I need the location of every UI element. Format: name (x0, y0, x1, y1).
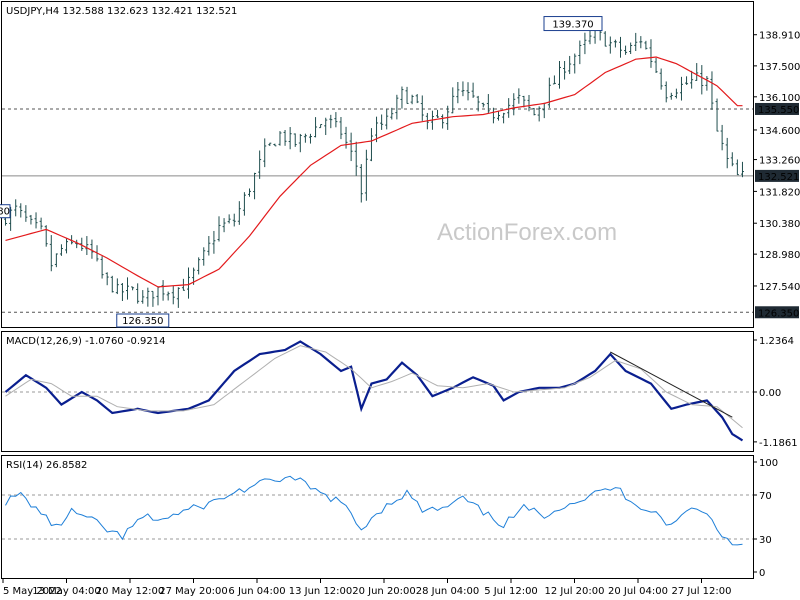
rsi-y-tick-label: 100 (759, 458, 778, 469)
price-y-tick-label: 134.600 (759, 126, 800, 137)
macd-y-tick-label: 0.00 (759, 388, 781, 399)
peak-label-text: 139.370 (552, 20, 593, 31)
axis-price-tag (755, 306, 799, 319)
rsi-line (5, 475, 743, 546)
axis-layer: 138.910 137.500 136.100 134.600 133.260 131.8… (2, 31, 800, 597)
price-y-tick-label: 127.540 (759, 282, 800, 293)
price-layer: 139.370 130.380 126.350 (0, 16, 753, 328)
trough-label-box (116, 313, 170, 328)
macd-y-tick-label: -1.1861 (759, 438, 798, 449)
price-y-tick-label: 137.500 (759, 62, 800, 73)
rsi-panel-title: RSI(14) 26.8582 (6, 460, 87, 471)
macd-signal-line (5, 345, 743, 429)
watermark: ActionForex.com (437, 219, 617, 246)
x-tick-label: 13 Jun 12:00 (289, 586, 353, 597)
price-y-tick-label: 136.100 (759, 93, 800, 104)
x-tick-label: 5 May 2022 (3, 586, 62, 597)
trough-label-text: 126.350 (122, 316, 163, 327)
x-tick-label: 20 May 12:00 (96, 586, 165, 597)
macd-line (4, 340, 744, 442)
moving-average-line (5, 56, 743, 288)
peak-label-box (543, 16, 603, 32)
axis-price-tag (755, 102, 799, 115)
macd-trendline (610, 351, 733, 418)
x-tick-label: 5 Jul 12:00 (484, 586, 538, 597)
axis-price-tag-label: 135.550 (758, 105, 799, 116)
left-edge-label: 130.380 (0, 204, 11, 219)
price-y-tick-label: 138.910 (759, 31, 800, 42)
left-edge-label-text: 130.380 (0, 207, 10, 218)
x-tick-label: 27 May 20:00 (159, 586, 228, 597)
axis-price-tag (755, 169, 799, 182)
x-tick-label: 28 Jun 04:00 (416, 586, 480, 597)
price-y-tick-label: 133.260 (759, 156, 800, 167)
axis-price-tag-label: 126.350 (758, 308, 799, 319)
price-y-tick-label: 130.380 (759, 219, 800, 230)
rsi-y-tick-label: 30 (759, 535, 772, 546)
price-y-tick-label: 131.820 (759, 187, 800, 198)
macd-panel-title: MACD(12,26,9) -1.0760 -0.9214 (6, 336, 166, 347)
rsi-y-tick-label: 70 (759, 491, 772, 502)
price-panel-frame (1, 1, 754, 328)
macd-layer (2, 340, 753, 442)
rsi-layer (2, 475, 753, 546)
x-tick-label: 20 Jun 20:00 (352, 586, 416, 597)
x-tick-label: 27 Jul 12:00 (672, 586, 732, 597)
rsi-y-tick-label: 0 (759, 568, 765, 579)
left-edge-label-box (0, 204, 11, 219)
x-tick-label: 20 Jul 04:00 (608, 586, 668, 597)
peak-label: 139.370 (543, 16, 603, 32)
axis-price-tag-label: 132.521 (758, 172, 799, 183)
trough-label: 126.350 (116, 313, 170, 328)
x-tick-label: 13 May 04:00 (32, 586, 101, 597)
price-panel-title: USDJPY,H4 132.588 132.623 132.421 132.52… (6, 6, 237, 17)
price-y-tick-label: 128.980 (759, 250, 800, 261)
macd-y-tick-label: 1.2364 (759, 336, 794, 347)
x-tick-label: 6 Jun 04:00 (228, 586, 285, 597)
x-tick-label: 12 Jul 20:00 (545, 586, 605, 597)
rsi-panel-frame (1, 455, 754, 579)
